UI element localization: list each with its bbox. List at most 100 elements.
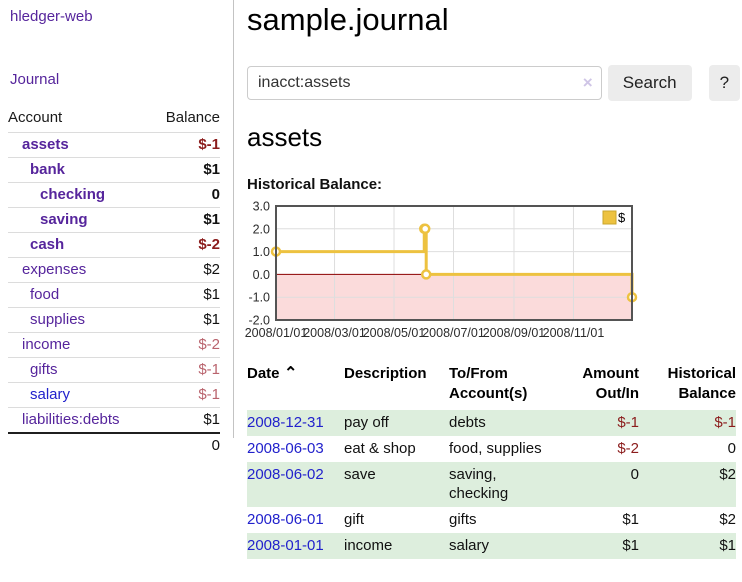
accounts-header-balance: Balance (165, 109, 220, 126)
account-balance: $1 (150, 282, 220, 308)
account-row: bank $1 (8, 157, 220, 183)
search-button[interactable]: Search (607, 65, 692, 101)
account-row: saving $1 (8, 207, 220, 233)
transaction-date-cell: 2008-12-31 (247, 410, 344, 436)
sidebar-account-link[interactable]: gifts (30, 361, 58, 378)
transaction-balance-cell: $-1 (714, 414, 736, 431)
account-balance: $-2 (150, 332, 220, 358)
sidebar-item-journal[interactable]: Journal (10, 71, 60, 88)
sidebar: hledger-web Journal Account Balance asse… (0, 0, 233, 458)
legend-label: $ (618, 210, 626, 225)
x-tick-label: 2008/05/01 (363, 326, 426, 340)
clear-search-icon[interactable]: × (582, 73, 593, 92)
transaction-accounts-cell: saving, checking (449, 466, 509, 502)
y-tick-label: -1.0 (248, 291, 270, 305)
chart-title: Historical Balance: (247, 176, 383, 193)
sidebar-account-link[interactable]: cash (30, 236, 65, 253)
y-tick-label: 0.0 (253, 268, 270, 282)
transaction-date-link[interactable]: 2008-06-02 (247, 466, 324, 483)
search-form: × Search ? (247, 65, 740, 101)
account-balance: $2 (150, 257, 220, 283)
transaction-date-link[interactable]: 2008-01-01 (247, 537, 324, 554)
register-header-date[interactable]: Date ⌃ (247, 365, 298, 382)
transaction-description-cell: pay off (344, 414, 389, 431)
transaction-date-link[interactable]: 2008-06-03 (247, 440, 324, 457)
plot-border (275, 205, 633, 321)
account-row: supplies $1 (8, 307, 220, 333)
account-row: salary $-1 (8, 382, 220, 408)
sidebar-account-link[interactable]: salary (30, 386, 71, 403)
transaction-amount-cell: $-2 (617, 440, 639, 457)
register-header-tofrom: To/From Account(s) (449, 365, 528, 402)
account-row: income $-2 (8, 332, 220, 358)
legend-swatch (602, 210, 617, 225)
x-tick-label: 2008/03/01 (303, 326, 366, 340)
y-tick-label: -2.0 (248, 314, 270, 328)
sidebar-account-link[interactable]: expenses (22, 261, 87, 278)
transaction-date-cell: 2008-06-03 (247, 436, 344, 462)
sort-ascending-icon[interactable]: ⌃ (279, 365, 298, 382)
account-balance: 0 (150, 182, 220, 208)
account-row: gifts $-1 (8, 357, 220, 383)
accounts-total-value: 0 (150, 432, 220, 458)
y-tick-label: 1.0 (253, 245, 270, 259)
transaction-row: 2008-06-03 eat & shop food, supplies $-2 0 (247, 436, 736, 462)
x-tick-label: 2008/11/01 (543, 326, 605, 340)
transaction-row: 2008-12-31 pay off debts $-1 $-1 (247, 410, 736, 436)
x-tick-label: 2008/01/01 (245, 326, 308, 340)
transaction-description-cell: save (344, 466, 376, 483)
transaction-description-cell: gift (344, 511, 365, 528)
search-box: × (247, 65, 602, 101)
register-header-description: Description (344, 365, 427, 382)
app-brand-link[interactable]: hledger-web (10, 8, 93, 25)
sidebar-account-link[interactable]: saving (40, 211, 88, 228)
historical-balance-chart: $3.0 2.0 1.0 0.0 -1.0 -2.02008/01/012008/03/0… (245, 200, 638, 340)
transaction-date-cell: 2008-06-02 (247, 462, 344, 507)
transaction-date-link[interactable]: 2008-12-31 (247, 414, 324, 431)
transaction-balance-cell: $2 (719, 511, 736, 528)
account-balance: $1 (150, 207, 220, 233)
sidebar-account-link[interactable]: assets (22, 136, 69, 153)
sidebar-account-link[interactable]: supplies (30, 311, 86, 328)
account-balance: $-1 (150, 357, 220, 383)
search-input[interactable] (247, 66, 602, 100)
transaction-amount-cell: $1 (622, 537, 639, 554)
transaction-balance-cell: 0 (727, 440, 736, 457)
transaction-balance-cell: $1 (719, 537, 736, 554)
help-button[interactable]: ? (708, 65, 740, 101)
account-balance: $1 (150, 157, 220, 183)
account-balance: $1 (150, 407, 220, 433)
transaction-row: 2008-06-01 gift gifts $1 $2 (247, 507, 736, 533)
transaction-accounts-cell: gifts (449, 511, 477, 528)
main-content: sample.journal × Search ? assets Histori… (245, 0, 740, 559)
transaction-amount-cell: $1 (622, 511, 639, 528)
transactions-table: Date ⌃ Description To/From Account(s) Amount… (247, 364, 736, 559)
accounts-total-row: 0 (8, 432, 220, 458)
sidebar-account-link[interactable]: bank (30, 161, 66, 178)
y-tick-label: 3.0 (253, 200, 270, 214)
transaction-description-cell: eat & shop (344, 440, 416, 457)
account-row: expenses $2 (8, 257, 220, 283)
x-tick-label: 2008/09/01 (483, 326, 546, 340)
transaction-accounts-cell: food, supplies (449, 440, 542, 457)
transaction-amount-cell: 0 (630, 466, 639, 483)
accounts-total-spacer (8, 432, 151, 458)
sidebar-account-link[interactable]: liabilities:debts (22, 411, 120, 428)
register-header-amount: Amount Out/In (582, 365, 639, 402)
account-row: liabilities:debts $1 (8, 407, 220, 433)
transaction-date-cell: 2008-06-01 (247, 507, 344, 533)
data-point-marker (420, 269, 432, 280)
account-row: checking 0 (8, 182, 220, 208)
account-balance: $-1 (150, 382, 220, 408)
sidebar-account-link[interactable]: checking (40, 186, 106, 203)
account-balance: $1 (150, 307, 220, 333)
data-point-marker (419, 223, 431, 235)
sidebar-account-link[interactable]: income (22, 336, 71, 353)
transaction-date-link[interactable]: 2008-06-01 (247, 511, 324, 528)
transaction-row: 2008-01-01 income salary $1 $1 (247, 533, 736, 559)
accounts-balance-table: Account Balance assets $-1 bank $1 checking 0… (8, 105, 220, 458)
sidebar-account-link[interactable]: food (30, 286, 60, 303)
page-title: sample.journal (247, 2, 449, 37)
account-row: assets $-1 (8, 132, 220, 158)
account-row: food $1 (8, 282, 220, 308)
